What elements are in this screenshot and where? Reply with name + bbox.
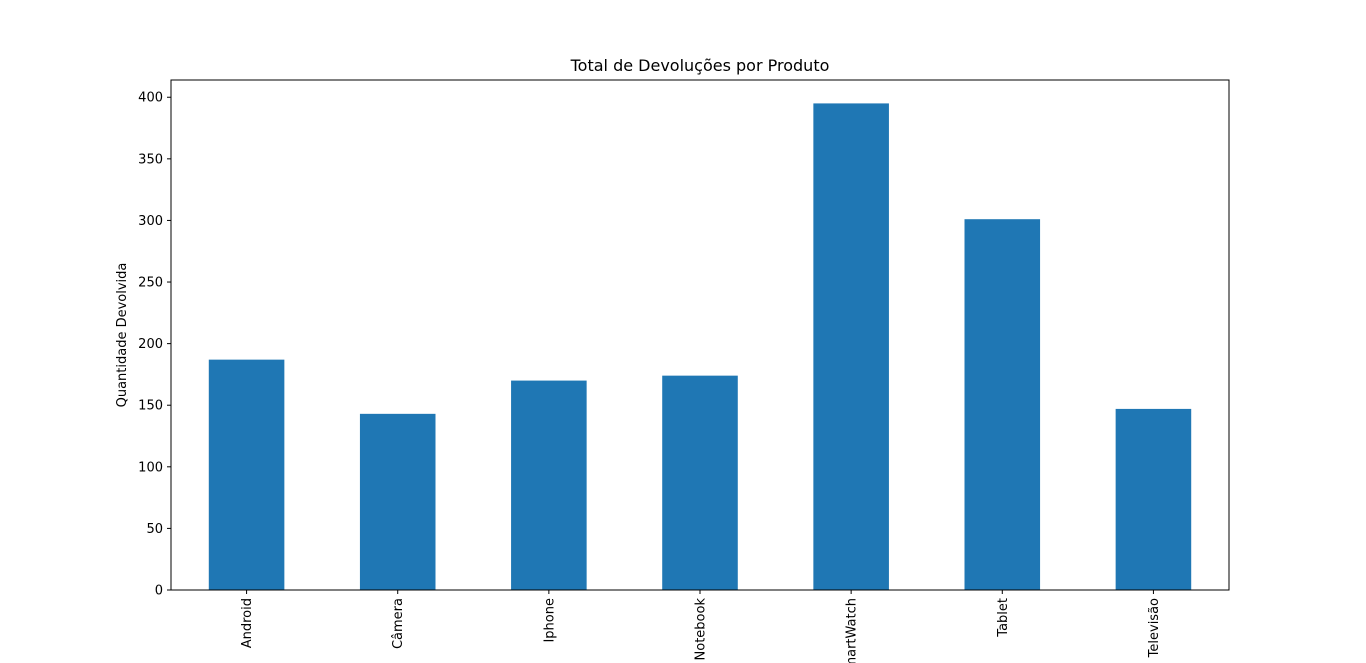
y-tick-label-5: 250 <box>138 276 163 291</box>
bar-4 <box>813 103 889 590</box>
y-axis-label: Quantidade Devolvida <box>115 263 130 408</box>
plot-frame <box>170 79 1230 591</box>
y-ticks-group: 0 50 100 150 200 250 300 350 400 <box>138 91 171 599</box>
x-ticks-group: Android Câmera Iphone Notebook SmartWatch Tab… <box>240 590 1162 663</box>
y-tick-label-6: 300 <box>138 214 163 229</box>
x-tick-label-6: Televisão <box>1147 598 1162 658</box>
chart-title: Total de Devoluções por Produto <box>570 56 830 75</box>
y-tick-label-1: 50 <box>146 522 163 537</box>
bar-5 <box>964 219 1041 590</box>
bar-3 <box>662 375 738 590</box>
x-tick-label-0: Android <box>240 598 255 648</box>
x-tick-label-4: SmartWatch <box>845 598 860 663</box>
y-tick-label-2: 100 <box>138 460 163 475</box>
y-tick-label-0: 0 <box>155 584 163 599</box>
x-tick-label-1: Câmera <box>391 598 406 649</box>
y-tick-label-8: 400 <box>138 91 163 106</box>
y-tick-label-3: 150 <box>138 399 163 414</box>
bar-2 <box>511 380 587 590</box>
x-tick-label-2: Iphone <box>542 598 557 643</box>
x-tick-label-3: Notebook <box>694 598 709 661</box>
bar-0 <box>208 359 285 590</box>
y-tick-label-7: 350 <box>138 152 163 167</box>
bar-6 <box>1115 408 1192 590</box>
bars-group <box>208 103 1192 590</box>
y-tick-label-4: 200 <box>138 337 163 352</box>
bar-1 <box>359 413 436 590</box>
x-tick-label-5: Tablet <box>996 598 1011 638</box>
